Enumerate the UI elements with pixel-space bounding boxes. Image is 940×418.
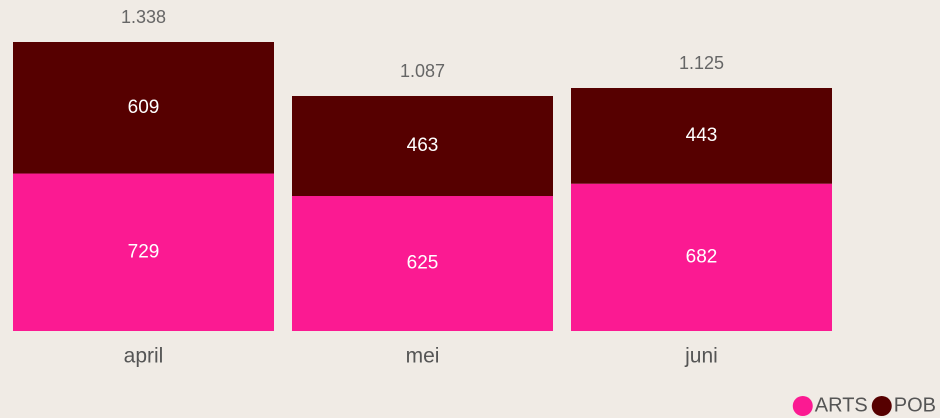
- total-label: 1.087: [400, 61, 445, 81]
- value-label: 609: [128, 97, 160, 118]
- bar-segment: [292, 95, 553, 197]
- legend-label: POB: [894, 394, 936, 416]
- x-tick-label: april: [124, 345, 164, 368]
- legend-label: ARTS: [815, 394, 868, 416]
- value-label: 625: [407, 253, 439, 274]
- bar-segment: [13, 173, 274, 331]
- legend-swatch: [871, 396, 892, 416]
- total-label: 1.338: [121, 7, 166, 27]
- bar-segment: [292, 196, 553, 331]
- x-tick-label: mei: [406, 345, 440, 368]
- bar-segment: [13, 42, 274, 174]
- value-label: 463: [407, 135, 439, 156]
- bar-segment: [571, 88, 832, 184]
- value-label: 729: [128, 241, 160, 262]
- x-tick-label: juni: [684, 345, 718, 368]
- total-label: 1.125: [679, 53, 724, 73]
- value-label: 443: [686, 125, 718, 146]
- value-label: 682: [686, 246, 718, 267]
- bar-segment: [571, 183, 832, 331]
- legend-swatch: [792, 396, 813, 416]
